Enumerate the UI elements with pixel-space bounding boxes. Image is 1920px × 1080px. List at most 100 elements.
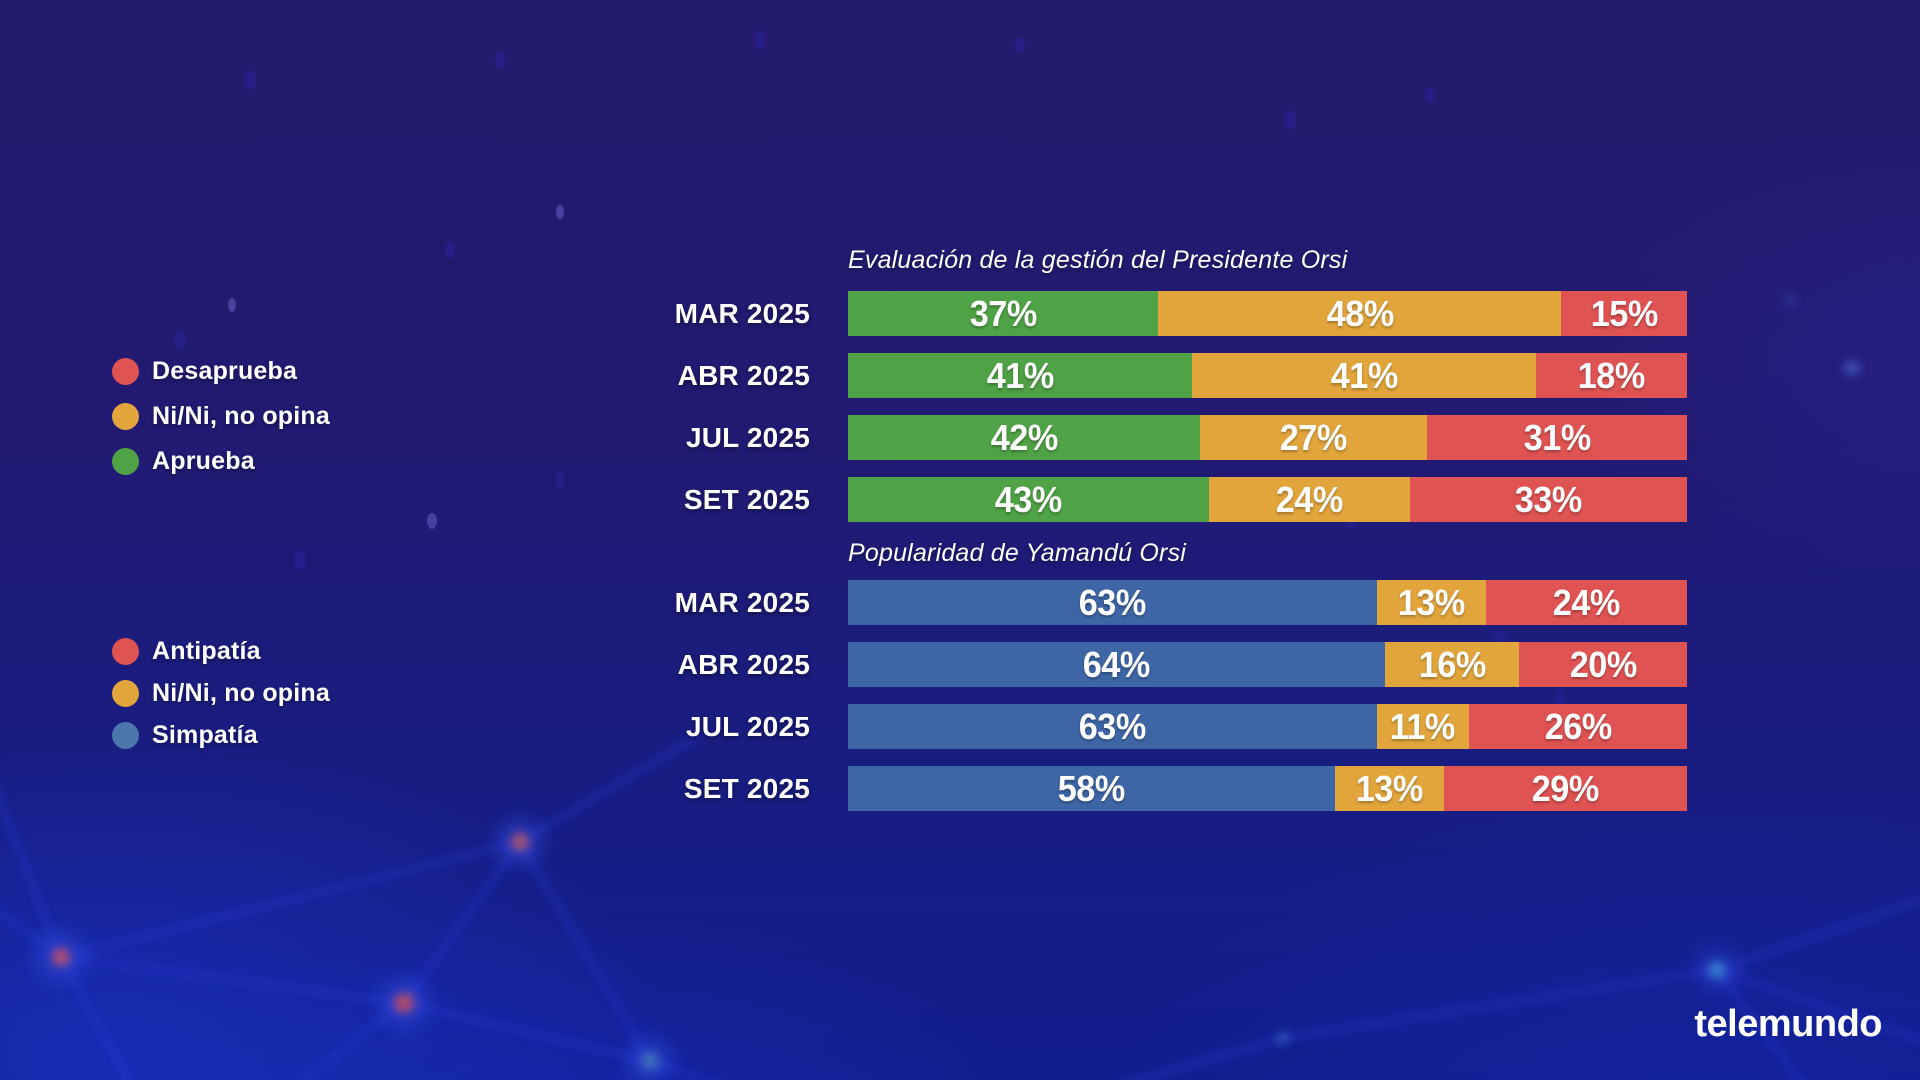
bar-segment-value: 15% bbox=[1590, 292, 1659, 334]
bar-segment-value: 33% bbox=[1515, 478, 1583, 520]
bar-segment: 16% bbox=[1384, 642, 1520, 687]
charts-panel: Evaluación de la gestión del Presidente … bbox=[660, 246, 1688, 828]
chart-rows-popularidad: MAR 2025 63% 13% 24% ABR 2025 64% 16% 20% JUL 20… bbox=[660, 580, 1688, 811]
bar-segment: 13% bbox=[1376, 580, 1486, 625]
bar-segment-value: 24% bbox=[1275, 478, 1344, 520]
bar-segment: 64% bbox=[848, 642, 1385, 687]
row-label: JUL 2025 bbox=[685, 421, 810, 453]
bar-segment: 29% bbox=[1443, 766, 1687, 811]
bar-segment: 48% bbox=[1158, 291, 1562, 336]
bar-segment: 63% bbox=[848, 580, 1377, 625]
row-label: SET 2025 bbox=[683, 483, 810, 515]
bar-segment: 43% bbox=[848, 477, 1209, 522]
legend-gestion: Desaprueba Ni/Ni, no opina Aprueba bbox=[112, 354, 330, 478]
bar-segment: 26% bbox=[1468, 704, 1687, 749]
bar-segment-value: 29% bbox=[1531, 767, 1600, 809]
bar-segment: 18% bbox=[1535, 353, 1687, 398]
bar-segment-value: 20% bbox=[1569, 643, 1638, 685]
stacked-bar: 42% 27% 31% bbox=[848, 415, 1687, 460]
bar-segment-value: 24% bbox=[1552, 581, 1621, 623]
legend-label: Ni/Ni, no opina bbox=[152, 401, 330, 430]
row-label: SET 2025 bbox=[683, 772, 810, 804]
legend-color-dot bbox=[112, 447, 139, 475]
stacked-bar: 63% 11% 26% bbox=[848, 704, 1687, 749]
stacked-bar: 37% 48% 15% bbox=[848, 291, 1687, 336]
bar-segment: 41% bbox=[1191, 353, 1536, 398]
telemundo-logo: telemundo bbox=[1694, 1003, 1882, 1045]
stacked-bar: 63% 13% 24% bbox=[848, 580, 1687, 625]
row-label: ABR 2025 bbox=[677, 359, 810, 391]
row-label: ABR 2025 bbox=[677, 648, 810, 680]
bar-segment-value: 58% bbox=[1057, 767, 1126, 809]
legend-item: Ni/Ni, no opina bbox=[112, 399, 330, 433]
legend-item: Ni/Ni, no opina bbox=[112, 676, 330, 710]
bar-segment-value: 64% bbox=[1082, 643, 1151, 685]
legend-color-dot bbox=[112, 637, 139, 665]
bar-segment: 42% bbox=[848, 415, 1201, 460]
bar-row: MAR 2025 37% 48% 15% bbox=[660, 291, 1688, 336]
bar-row: SET 2025 58% 13% 29% bbox=[660, 766, 1688, 811]
bar-segment-value: 11% bbox=[1390, 705, 1456, 747]
bar-segment: 31% bbox=[1426, 415, 1687, 460]
chart-gestion: Evaluación de la gestión del Presidente … bbox=[660, 246, 1688, 522]
bar-segment-value: 13% bbox=[1355, 767, 1424, 809]
bar-segment-value: 41% bbox=[986, 354, 1054, 396]
bar-segment-value: 63% bbox=[1078, 705, 1147, 747]
bar-segment-value: 26% bbox=[1544, 705, 1612, 747]
legend-label: Desaprueba bbox=[152, 356, 298, 385]
bar-segment-value: 63% bbox=[1078, 581, 1147, 623]
bar-segment-value: 31% bbox=[1523, 416, 1591, 458]
bar-row: SET 2025 43% 24% 33% bbox=[660, 477, 1688, 522]
legend-item: Antipatía bbox=[112, 634, 330, 668]
bar-segment: 27% bbox=[1200, 415, 1427, 460]
bar-row: ABR 2025 64% 16% 20% bbox=[660, 642, 1688, 687]
bar-segment-value: 42% bbox=[990, 416, 1059, 458]
bar-segment: 13% bbox=[1334, 766, 1444, 811]
legend-label: Ni/Ni, no opina bbox=[152, 678, 330, 707]
legend-color-dot bbox=[112, 357, 139, 385]
row-label: JUL 2025 bbox=[685, 710, 810, 742]
bar-segment: 37% bbox=[848, 291, 1159, 336]
bar-row: MAR 2025 63% 13% 24% bbox=[660, 580, 1688, 625]
bar-segment-value: 27% bbox=[1280, 416, 1348, 458]
legend-color-dot bbox=[112, 721, 139, 749]
bar-segment-value: 41% bbox=[1330, 354, 1398, 396]
legend-color-dot bbox=[112, 679, 139, 707]
legend-popularidad: Antipatía Ni/Ni, no opina Simpatía bbox=[112, 634, 330, 752]
chart-title-popularidad: Popularidad de Yamandú Orsi bbox=[848, 539, 1187, 567]
bar-segment: 33% bbox=[1410, 477, 1687, 522]
stacked-bar: 41% 41% 18% bbox=[848, 353, 1687, 398]
bar-segment: 15% bbox=[1561, 291, 1687, 336]
legend-item: Simpatía bbox=[112, 718, 330, 752]
bar-segment-value: 43% bbox=[994, 478, 1063, 520]
legend-item: Desaprueba bbox=[112, 354, 330, 388]
chart-rows-gestion: MAR 2025 37% 48% 15% ABR 2025 41% 41% 18% JUL 20… bbox=[660, 291, 1688, 522]
bar-segment: 11% bbox=[1376, 704, 1469, 749]
bar-segment: 24% bbox=[1208, 477, 1411, 522]
legend-label: Aprueba bbox=[152, 446, 255, 475]
bar-segment: 63% bbox=[848, 704, 1377, 749]
bar-segment: 24% bbox=[1485, 580, 1687, 625]
bar-segment-value: 16% bbox=[1418, 643, 1487, 685]
network-node-glows bbox=[37, 820, 1735, 1080]
legend-color-dot bbox=[112, 402, 139, 430]
bar-segment-value: 18% bbox=[1577, 354, 1646, 396]
stacked-bar: 64% 16% 20% bbox=[848, 642, 1687, 687]
stacked-bar: 43% 24% 33% bbox=[848, 477, 1687, 522]
stacked-bar: 58% 13% 29% bbox=[848, 766, 1687, 811]
legend-label: Simpatía bbox=[152, 720, 258, 749]
bar-segment: 41% bbox=[848, 353, 1192, 398]
bar-row: ABR 2025 41% 41% 18% bbox=[660, 353, 1688, 398]
bar-row: JUL 2025 63% 11% 26% bbox=[660, 704, 1688, 749]
bar-segment: 58% bbox=[848, 766, 1335, 811]
chart-title-gestion: Evaluación de la gestión del Presidente … bbox=[848, 246, 1348, 274]
bar-segment-value: 37% bbox=[969, 292, 1038, 334]
legend-label: Antipatía bbox=[152, 636, 261, 665]
row-label: MAR 2025 bbox=[674, 586, 810, 618]
row-label: MAR 2025 bbox=[674, 297, 810, 329]
chart-popularidad: Popularidad de Yamandú Orsi MAR 2025 63% 1… bbox=[660, 539, 1688, 811]
legend-item: Aprueba bbox=[112, 444, 330, 478]
bar-segment-value: 13% bbox=[1397, 581, 1466, 623]
bar-row: JUL 2025 42% 27% 31% bbox=[660, 415, 1688, 460]
